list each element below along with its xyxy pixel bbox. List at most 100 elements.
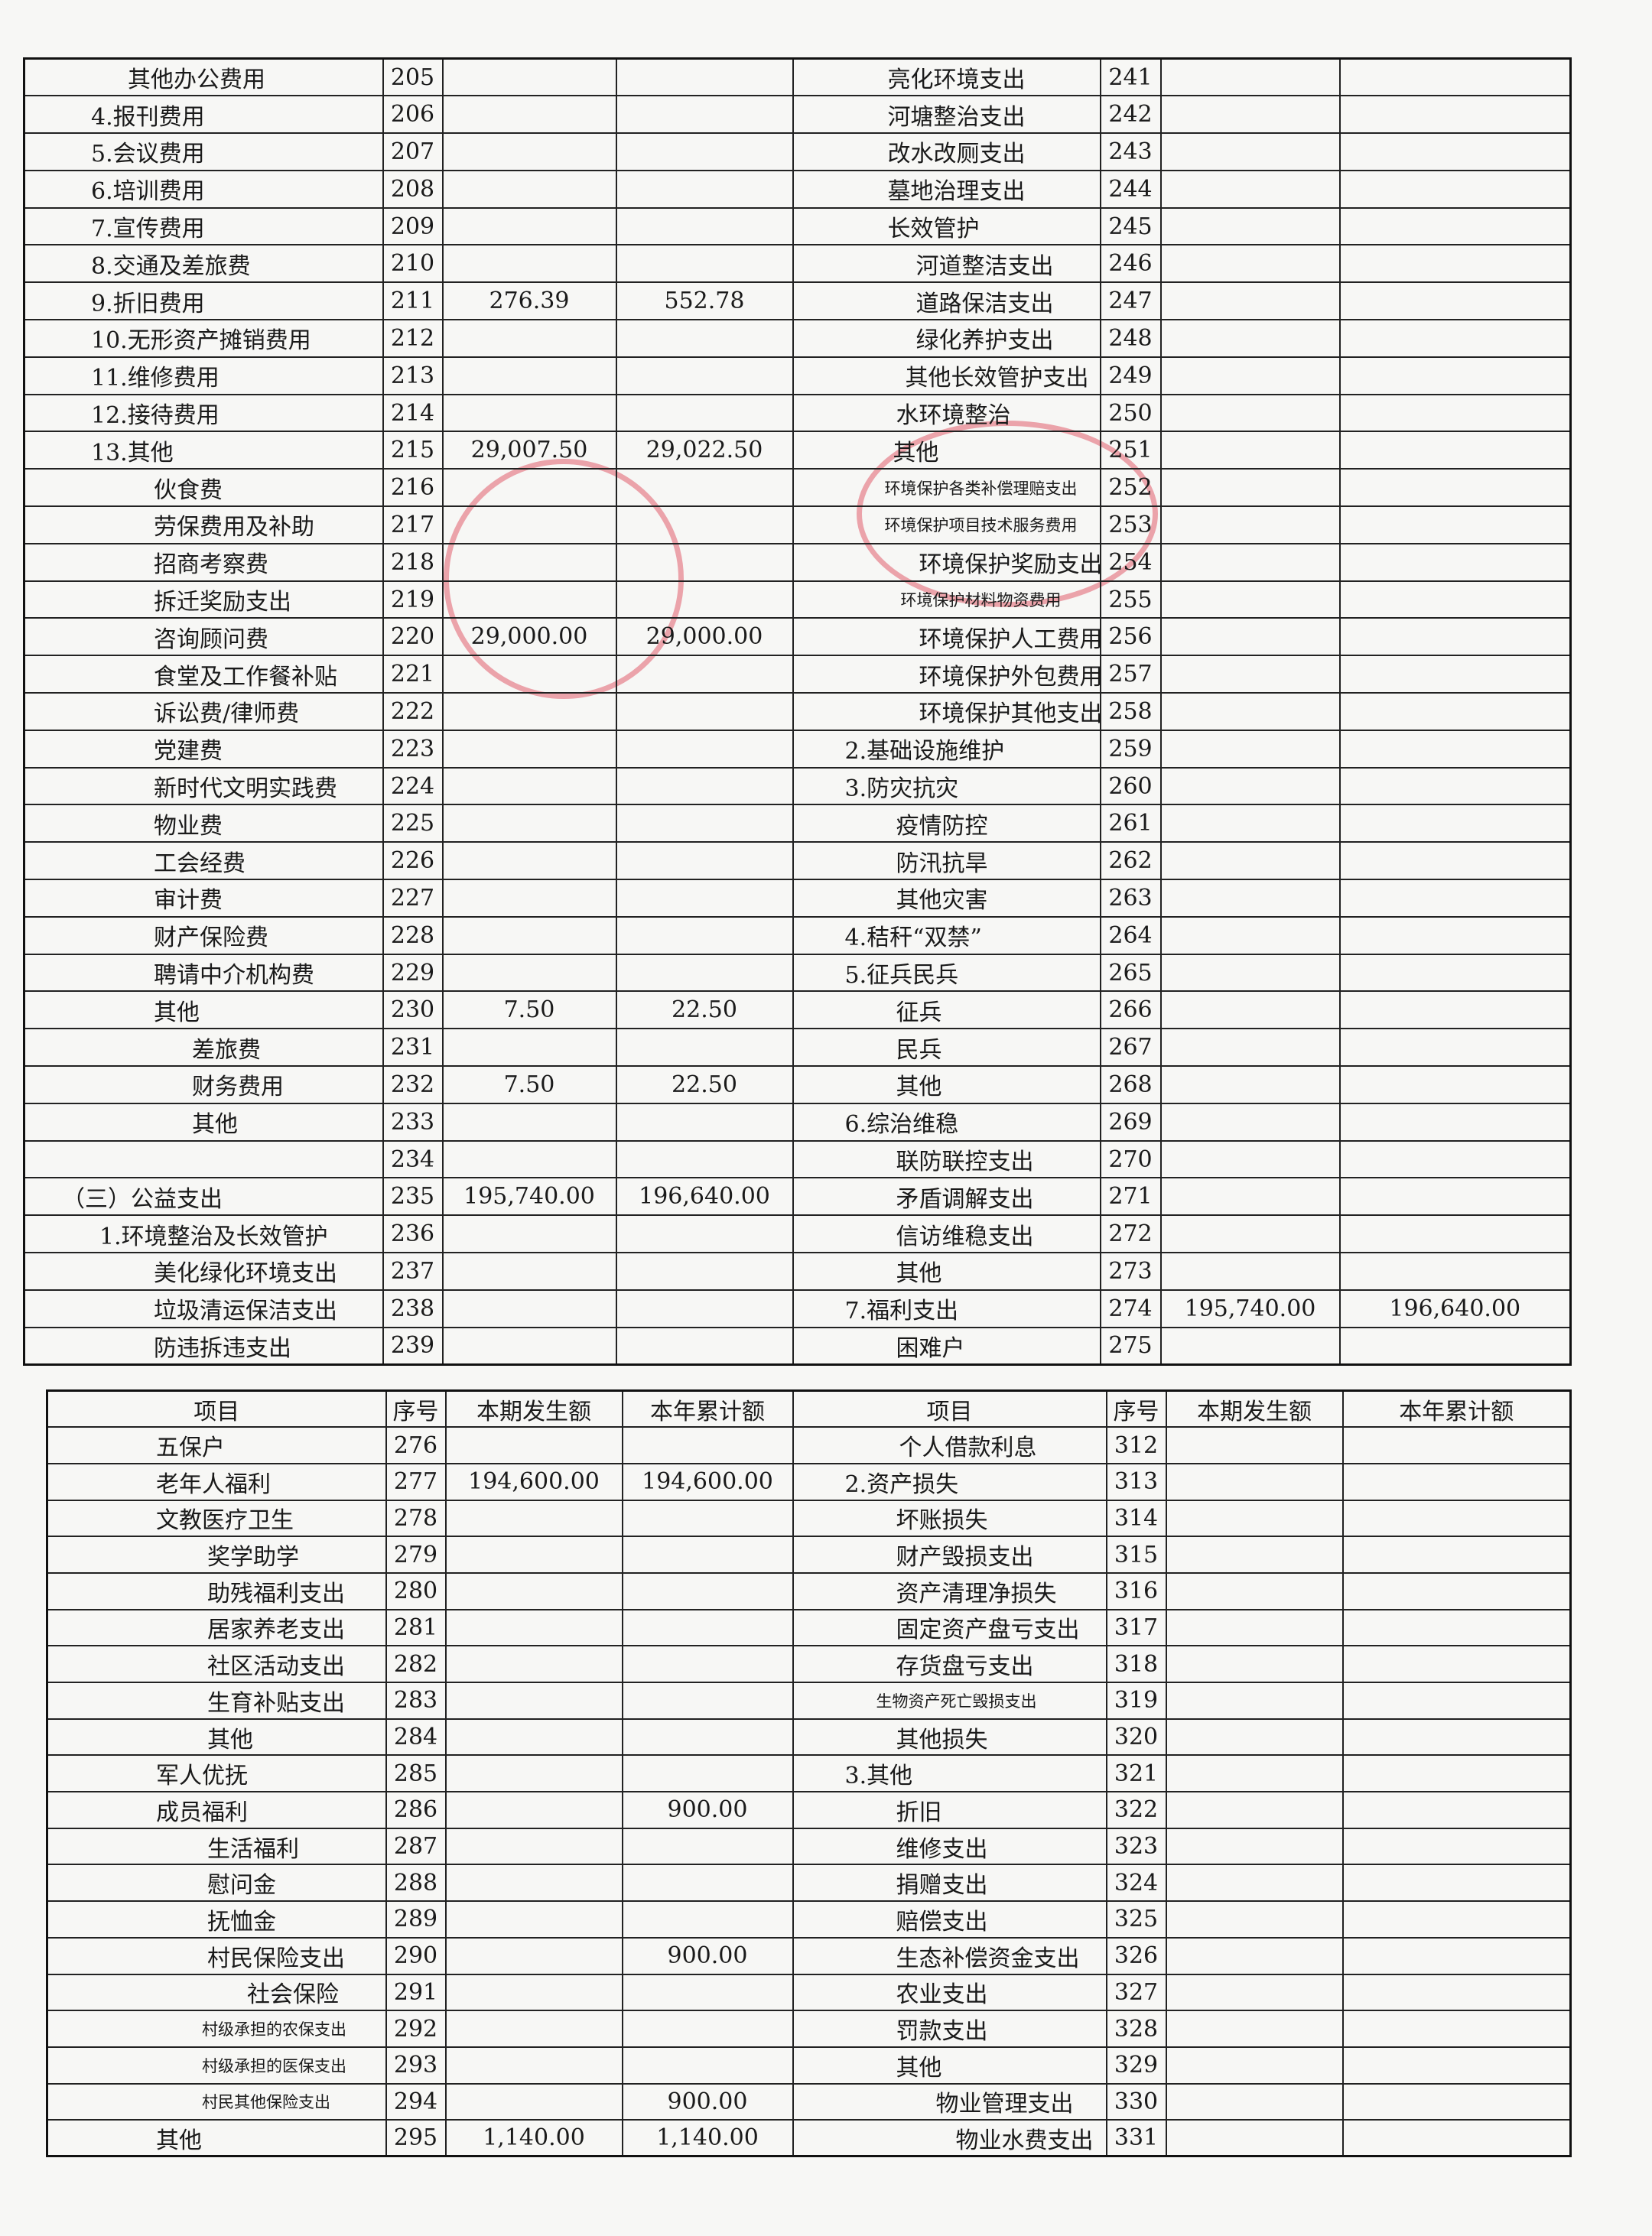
ytd-amount-cell xyxy=(615,655,794,694)
ytd-amount-cell xyxy=(615,169,794,209)
current-amount-cell xyxy=(441,1214,617,1253)
current-amount-cell xyxy=(1159,1139,1341,1179)
ytd-amount-cell xyxy=(1338,244,1572,284)
current-amount-cell xyxy=(441,655,617,694)
seq-cell: 322 xyxy=(1105,1791,1167,1829)
seq-cell: 211 xyxy=(382,281,444,321)
seq-cell: 316 xyxy=(1105,1571,1167,1610)
current-amount-cell xyxy=(1165,2046,1344,2085)
row: 其他办公费用 205 亮化环境支出 241 xyxy=(23,57,1572,97)
item-cell: 审计费 xyxy=(23,879,384,918)
item-cell: 困难户 xyxy=(792,1326,1101,1366)
header-cell: 本年累计额 xyxy=(621,1389,794,1428)
ytd-amount-cell xyxy=(621,1973,794,2012)
current-amount-cell xyxy=(1159,990,1341,1030)
item-cell: 奖学助学 xyxy=(46,1536,387,1574)
item-cell: 亮化环境支出 xyxy=(792,57,1101,97)
item-cell: 文教医疗卫生 xyxy=(46,1499,387,1538)
seq-cell: 325 xyxy=(1105,1900,1167,1939)
current-amount-cell xyxy=(441,505,617,544)
current-amount-cell xyxy=(441,953,617,993)
ytd-amount-cell xyxy=(615,542,794,582)
seq-cell: 312 xyxy=(1105,1426,1167,1464)
ytd-amount-cell xyxy=(1338,169,1572,209)
seq-cell: 213 xyxy=(382,356,444,395)
ytd-amount-cell xyxy=(1341,2046,1572,2085)
ytd-amount-cell xyxy=(1338,542,1572,582)
row: 防违拆违支出 239 困难户 275 xyxy=(23,1326,1572,1366)
row: 劳保费用及补助 217 环境保护项目技术服务费用 253 xyxy=(23,505,1572,544)
row: （三）公益支出 235 195,740.00 196,640.00 矛盾调解支出 271 xyxy=(23,1177,1572,1217)
item-cell: 存货盘亏支出 xyxy=(792,1645,1107,1683)
current-amount-cell xyxy=(1159,766,1341,806)
item-cell: 矛盾调解支出 xyxy=(792,1177,1101,1217)
seq-cell: 257 xyxy=(1099,655,1162,694)
ytd-amount-cell: 196,640.00 xyxy=(615,1177,794,1217)
seq-cell: 226 xyxy=(382,841,444,881)
current-amount-cell xyxy=(444,2010,623,2048)
item-cell: 慰问金 xyxy=(46,1864,387,1903)
seq-cell: 234 xyxy=(382,1139,444,1179)
row: 生育补贴支出 283 生物资产死亡毁损支出 319 xyxy=(46,1682,1572,1720)
seq-cell: 251 xyxy=(1099,431,1162,470)
current-amount-cell xyxy=(1159,879,1341,918)
row: 其他 284 其他损失 320 xyxy=(46,1718,1572,1757)
seq-cell: 320 xyxy=(1105,1718,1167,1757)
ytd-amount-cell xyxy=(1338,804,1572,843)
row: 4.报刊费用 206 河塘整治支出 242 xyxy=(23,95,1572,135)
current-amount-cell xyxy=(441,729,617,769)
current-amount-cell xyxy=(441,244,617,284)
seq-cell: 261 xyxy=(1099,804,1162,843)
seq-cell: 270 xyxy=(1099,1139,1162,1179)
item-cell: 5.征兵民兵 xyxy=(792,953,1101,993)
current-amount-cell xyxy=(441,766,617,806)
current-amount-cell xyxy=(441,542,617,582)
seq-cell: 294 xyxy=(385,2082,447,2121)
seq-cell: 221 xyxy=(382,655,444,694)
seq-cell: 224 xyxy=(382,766,444,806)
seq-cell: 216 xyxy=(382,468,444,508)
row: 其他 230 7.50 22.50 征兵 266 xyxy=(23,990,1572,1030)
current-amount-cell xyxy=(1165,1791,1344,1829)
current-amount-cell xyxy=(1165,1682,1344,1720)
current-amount-cell xyxy=(1165,1571,1344,1610)
current-amount-cell xyxy=(441,692,617,731)
seq-cell: 315 xyxy=(1105,1536,1167,1574)
seq-cell: 284 xyxy=(385,1718,447,1757)
item-cell: 美化绿化环境支出 xyxy=(23,1252,384,1291)
ytd-amount-cell xyxy=(615,95,794,135)
row: 成员福利 286 900.00 折旧 322 xyxy=(46,1791,1572,1829)
seq-cell: 219 xyxy=(382,580,444,619)
current-amount-cell xyxy=(1159,953,1341,993)
ytd-amount-cell xyxy=(621,1426,794,1464)
ytd-amount-cell xyxy=(615,841,794,881)
ytd-amount-cell xyxy=(1341,1827,1572,1866)
seq-cell: 268 xyxy=(1099,1065,1162,1104)
item-cell: 垃圾清运保洁支出 xyxy=(23,1289,384,1328)
current-amount-cell xyxy=(1165,1499,1344,1538)
item-cell: 5.会议费用 xyxy=(23,132,384,171)
item-cell: 伙食费 xyxy=(23,468,384,508)
ytd-amount-cell xyxy=(621,1571,794,1610)
ytd-amount-cell xyxy=(1338,915,1572,955)
seq-cell: 231 xyxy=(382,1028,444,1068)
current-amount-cell xyxy=(1165,1864,1344,1903)
item-cell: 个人借款利息 xyxy=(792,1426,1107,1464)
current-amount-cell xyxy=(441,1326,617,1366)
seq-cell: 274 xyxy=(1099,1289,1162,1328)
item-cell: 2.基础设施维护 xyxy=(792,729,1101,769)
current-amount-cell xyxy=(1159,169,1341,209)
row: 党建费 223 2.基础设施维护 259 xyxy=(23,729,1572,769)
ytd-amount-cell: 900.00 xyxy=(621,1791,794,1829)
ytd-amount-cell xyxy=(1341,1754,1572,1793)
item-cell: 五保户 xyxy=(46,1426,387,1464)
item-cell: 4.秸秆“双禁” xyxy=(792,915,1101,955)
ytd-amount-cell xyxy=(621,2046,794,2085)
ytd-amount-cell xyxy=(615,692,794,731)
ytd-amount-cell xyxy=(621,1536,794,1574)
current-amount-cell xyxy=(444,1718,623,1757)
row: 伙食费 216 环境保护各类补偿理赔支出 252 xyxy=(23,468,1572,508)
seq-cell: 289 xyxy=(385,1900,447,1939)
ytd-amount-cell xyxy=(621,1827,794,1866)
row: 12.接待费用 214 水环境整治 250 xyxy=(23,393,1572,433)
